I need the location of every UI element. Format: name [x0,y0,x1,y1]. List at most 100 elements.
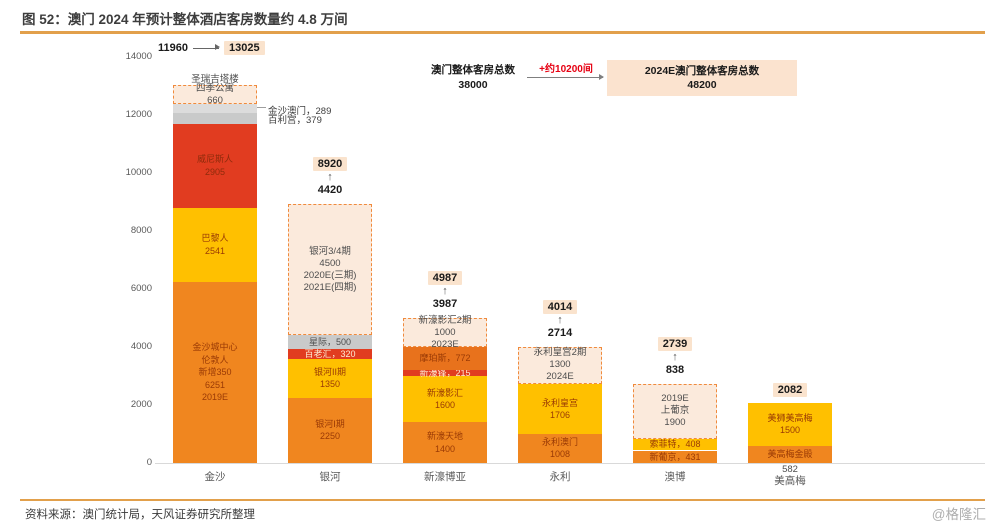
segment-label: 巴黎人 [201,233,229,244]
up-arrow-icon: ↑ [442,285,448,298]
bar-segment: 新葡京，431 [633,450,717,463]
segment-label: 2541 [204,245,226,256]
current-total: 4420 [317,184,343,197]
planned-label: 新濠影汇2期 [418,314,472,326]
future-total: 4987 [427,271,463,286]
current-total: 3987 [432,298,458,311]
forecast-rooms-value: 48200 [687,79,717,91]
bar-total-stack: 4987 ↑ 3987 [405,271,485,310]
header-divider [20,31,985,34]
planned-expansion-box: 四季公寓 660 [173,83,257,106]
segment-label: 新葡京，431 [649,451,701,462]
bar-segment: 银河II期 1350 [288,358,372,398]
planned-label: 4500 [319,257,341,269]
forecast-rooms-box: 2024E澳门整体客房总数 48200 [607,60,797,96]
category-label: 新濠博亚 [424,471,466,483]
forecast-rooms-label: 2024E澳门整体客房总数 [644,65,760,77]
segment-label: 美高梅金殿 [767,449,813,460]
segment-label: 伦敦人 [201,354,229,365]
future-total: 8920 [312,157,348,172]
current-rooms-annotation: 澳门整体客房总数 38000 [418,63,528,93]
segment-label: 威尼斯人 [196,154,233,165]
category-label: 永利 [549,471,571,483]
current-total: 838 [665,363,685,376]
category-label: 银河 [319,471,341,483]
segment-label: 永利皇宫 [541,397,578,408]
planned-label: 1000 [434,326,456,338]
current-total: 2714 [547,326,573,339]
segment-label: 星际，500 [308,336,352,347]
y-axis-tick: 14000 [125,51,152,62]
segment-label: 新濠锋，215 [419,367,471,378]
bar-total-stack: 4014 ↑ 2714 [520,299,600,339]
y-axis-tick: 2000 [130,399,152,410]
planned-above-label: 圣瑞吉塔楼 [191,74,239,86]
category-label: 澳博 [664,471,686,483]
segment-label: 1008 [549,449,571,460]
segment-label: 美狮美高梅 [767,412,813,423]
segment-label: 2905 [204,166,226,177]
y-axis-tick: 0 [146,457,152,468]
up-arrow-icon: ↑ [672,350,678,363]
bar-segment: 摩珀斯，772 [403,347,487,370]
bar-segment [173,112,257,124]
category-label: 金沙 [204,471,226,483]
future-total: 2739 [657,336,693,351]
y-axis-tick: 10000 [125,167,152,178]
bar-segment: 百老汇，320 [288,348,372,359]
current-rooms-value: 38000 [458,79,488,91]
bar-total-stack: 2082 [750,382,830,397]
planned-label: 2021E(四期) [303,281,357,293]
segment-label: 永利澳门 [541,436,578,447]
watermark: @格隆汇 [931,507,986,522]
segment-label: 新濠影汇 [426,387,463,398]
segment-label: 百老汇，320 [304,348,356,359]
bar-total-stack: 8920 ↑ 4420 [290,157,370,196]
planned-label: 2019E [661,393,689,405]
current-total: 11960 [158,42,188,54]
bar-segment: 永利皇宫 1706 [518,384,602,434]
segment-label: 1600 [434,400,456,411]
bar-segment: 银河I期 2250 [288,397,372,463]
bar-segment: 索菲特，408 [633,438,717,451]
y-axis-tick: 12000 [125,109,152,120]
bar-segment: 新濠锋，215 [403,368,487,378]
data-source: 资料来源：澳门统计局，天风证券研究所整理 [25,509,255,521]
segment-label: 金沙城中心 [192,342,238,353]
segment-label: 1350 [319,379,341,390]
segment-below-label: 582 [782,464,798,475]
up-arrow-icon: ↑ [557,313,563,326]
planned-label: 永利皇宫2期 [533,347,587,359]
future-total: 13025 [223,41,265,55]
planned-label: 2020E(三期) [303,269,357,281]
planned-label: 银河3/4期 [309,245,351,257]
segment-label: 2019E [201,392,229,403]
segment-label: 银河I期 [315,418,345,429]
segment-label: 新增350 [198,367,232,378]
segment-label: 1400 [434,443,456,454]
planned-expansion-box: 新濠影汇2期 1000 2023E [403,314,487,350]
bar-segment: 永利澳门 1008 [518,433,602,463]
footer-divider [20,499,985,501]
planned-label: 上葡京 [660,405,690,417]
bar-segment [173,104,257,113]
segment-label: 1706 [549,410,571,421]
bar-segment: 金沙城中心 伦敦人新增350 6251 2019E [173,281,257,463]
right-arrow-icon [192,44,220,50]
bar-segment: 星际，500 [288,334,372,350]
segment-leader-line [257,106,266,108]
bar-segment: 新濠影汇 1600 [403,376,487,423]
y-axis-tick: 6000 [130,283,152,294]
segment-label: 摩珀斯，772 [419,353,471,364]
bar-segment: 新濠天地 1400 [403,422,487,463]
current-rooms-label: 澳门整体客房总数 [431,64,515,76]
planned-expansion-box: 永利皇宫2期 1300 2024E [518,346,602,385]
figure-title: 图 52：澳门 2024 年预计整体酒店客房数量约 4.8 万间 [22,12,348,27]
planned-expansion-box: 银河3/4期 4500 2020E(三期) 2021E(四期) [288,204,372,335]
planned-expansion-box: 2019E 上葡京 1900 [633,383,717,439]
bar-total-row: 11960 13025 [158,41,265,55]
y-axis-tick: 4000 [130,341,152,352]
future-total: 4014 [542,299,578,314]
planned-label: 660 [207,94,223,106]
segment-label: 6251 [204,379,226,390]
